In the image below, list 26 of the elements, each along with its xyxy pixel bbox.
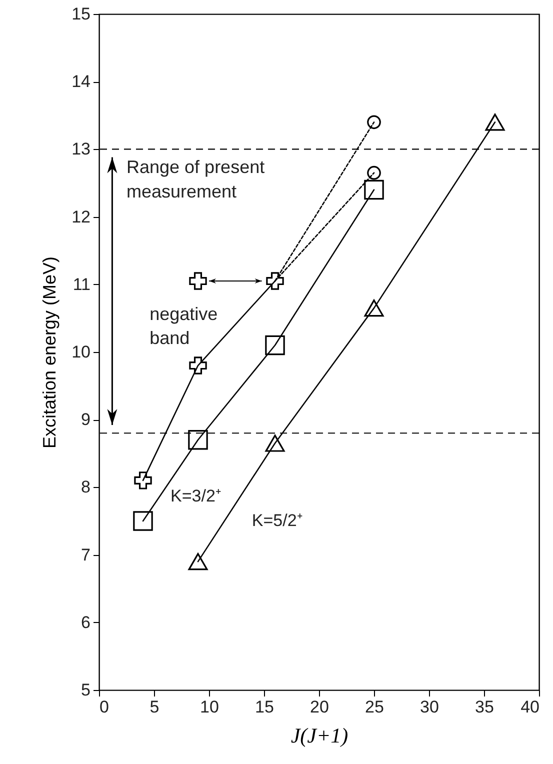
x-tick-label: 35 [475, 698, 494, 716]
x-tick-label: 0 [100, 698, 109, 716]
annotation: K=3/2⁺ [170, 486, 222, 506]
y-tick-label: 12 [72, 207, 90, 226]
x-tick-label: 15 [255, 698, 274, 716]
y-tick-label: 13 [72, 140, 90, 159]
y-tick-label: 5 [81, 680, 90, 700]
y-tick-label: 11 [72, 274, 90, 294]
x-axis-title: J(J+1) [290, 724, 348, 748]
y-axis-title: Excitation energy (MeV) [40, 256, 60, 449]
y-tick-label: 10 [72, 342, 90, 362]
y-tick-label: 7 [81, 545, 90, 564]
x-tick-label: 30 [420, 698, 439, 716]
annotation: negative band [150, 304, 218, 348]
y-tick-label: 14 [72, 72, 90, 92]
x-tick-label: 25 [365, 698, 384, 716]
x-tick-label: 5 [150, 698, 160, 716]
y-tick-label: 8 [81, 478, 90, 497]
annotation: Range of present measurement [126, 157, 265, 202]
y-tick-label: 6 [81, 612, 90, 632]
x-tick-label: 40 [520, 698, 540, 716]
x-tick-label: 10 [200, 698, 219, 716]
y-tick-label: 15 [72, 4, 90, 24]
x-tick-label: 20 [310, 698, 329, 716]
y-tick-label: 9 [81, 410, 90, 430]
annotation: K=5/2⁺ [252, 511, 303, 530]
